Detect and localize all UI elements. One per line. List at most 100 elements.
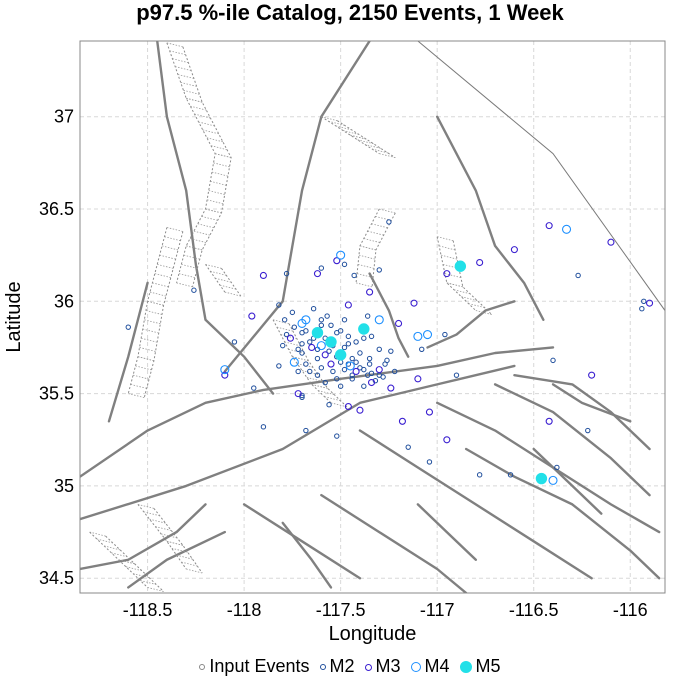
data-points (125, 219, 654, 485)
point-m3 (294, 390, 302, 398)
legend-item: M3 (364, 656, 401, 677)
hatch (355, 282, 373, 288)
point-m3 (344, 402, 352, 411)
point-m3 (443, 436, 451, 444)
point-m2 (314, 372, 321, 378)
dotted-band (321, 116, 380, 155)
point-m4 (336, 250, 346, 260)
point-m2 (554, 464, 560, 471)
fault-line (281, 521, 333, 589)
point-m2 (299, 341, 305, 347)
point-m3 (410, 299, 418, 307)
point-m2 (281, 317, 288, 323)
point-m2 (299, 394, 305, 401)
point-m3 (398, 417, 406, 425)
point-m3 (545, 417, 553, 425)
point-m2 (303, 427, 309, 434)
point-m2 (334, 376, 340, 382)
hatch (183, 89, 200, 95)
fault-line (551, 383, 632, 423)
legend-label: M2 (329, 655, 355, 676)
hatch (172, 58, 189, 64)
y-tick-label: 34.5 (39, 568, 74, 588)
plot-frame (79, 40, 666, 594)
point-m3 (356, 406, 364, 414)
point-m2 (276, 302, 282, 308)
point-m2 (361, 383, 367, 389)
point-m3 (607, 238, 615, 246)
hatch (154, 273, 171, 279)
legend-swatch (410, 662, 421, 672)
hatch (128, 393, 145, 399)
hatch (367, 230, 384, 236)
point-m2 (426, 459, 433, 465)
point-m4 (561, 224, 572, 234)
point-m3 (352, 367, 360, 376)
point-m2 (291, 324, 298, 330)
hatch (132, 374, 150, 380)
point-m4 (220, 365, 230, 375)
legend-item: Input Events (199, 656, 310, 677)
dotted-band (337, 120, 396, 159)
point-m3 (443, 270, 451, 278)
point-m2 (334, 433, 340, 439)
point-m2 (341, 366, 348, 373)
point-m2 (326, 348, 332, 354)
fault-lines (80, 41, 665, 593)
point-m2 (280, 342, 286, 349)
fault-line (242, 503, 362, 580)
hatch (363, 238, 380, 243)
point-m3 (510, 246, 518, 254)
point-m2 (314, 355, 321, 362)
fault-line (426, 300, 516, 349)
hatch (166, 42, 183, 48)
hatch (205, 208, 222, 214)
hatch (439, 245, 456, 251)
point-m3 (588, 371, 596, 379)
dotted-band (137, 504, 187, 570)
y-tick-label: 36.5 (39, 199, 74, 219)
hatch (193, 230, 211, 236)
point-m2 (318, 317, 325, 323)
point-m2 (380, 374, 386, 380)
point-m4 (422, 329, 433, 340)
point-m2 (349, 372, 355, 378)
hatch (215, 153, 232, 159)
hatch (149, 291, 167, 297)
hatch (210, 180, 227, 186)
y-axis-label: Latitude (3, 281, 25, 352)
fault-line (358, 429, 593, 580)
hatch (177, 74, 195, 79)
point-m2 (318, 365, 325, 371)
fault-line (223, 41, 371, 373)
point-m2 (453, 372, 460, 378)
fault-line-thin (417, 41, 665, 311)
point-m5 (454, 260, 467, 272)
hatch (169, 50, 186, 56)
hatch (276, 326, 294, 332)
point-m2 (376, 346, 382, 353)
point-m5 (334, 349, 347, 361)
hatch (180, 82, 197, 87)
hatch (186, 97, 203, 103)
hatch (357, 139, 374, 145)
point-m5 (325, 336, 337, 348)
point-m2 (341, 317, 348, 323)
fault-line (127, 530, 227, 589)
point-m4 (413, 331, 423, 341)
point-m2 (476, 472, 483, 478)
point-m3 (375, 366, 383, 374)
point-m2 (330, 368, 336, 375)
hatch (137, 356, 155, 362)
grid (80, 41, 665, 593)
hatch (359, 245, 377, 251)
point-m2 (351, 272, 357, 279)
point-m2 (345, 341, 352, 347)
point-m2 (307, 368, 313, 375)
y-tick-label: 35.5 (39, 384, 74, 404)
legend-item: M5 (459, 656, 501, 677)
point-m2 (392, 368, 398, 375)
point-m2 (341, 261, 348, 268)
point-m2 (299, 329, 305, 336)
point-m3 (387, 384, 395, 392)
